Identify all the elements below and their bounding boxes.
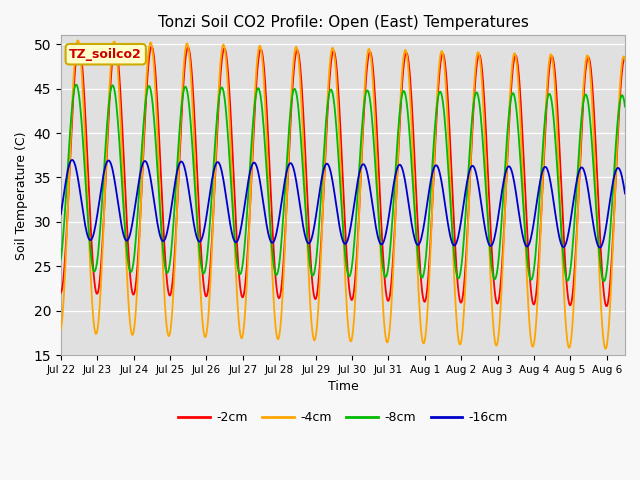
Legend: -2cm, -4cm, -8cm, -16cm: -2cm, -4cm, -8cm, -16cm xyxy=(173,406,513,429)
Y-axis label: Soil Temperature (C): Soil Temperature (C) xyxy=(15,131,28,260)
Title: Tonzi Soil CO2 Profile: Open (East) Temperatures: Tonzi Soil CO2 Profile: Open (East) Temp… xyxy=(157,15,529,30)
X-axis label: Time: Time xyxy=(328,381,358,394)
Text: TZ_soilco2: TZ_soilco2 xyxy=(69,48,142,61)
